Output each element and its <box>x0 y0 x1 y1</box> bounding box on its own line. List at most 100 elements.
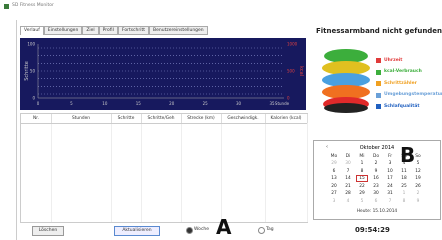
day-cell[interactable]: 7 <box>385 199 395 204</box>
calendar-month: Oktober 2014 <box>314 145 440 151</box>
legend-label: Schrittzähler <box>384 81 417 86</box>
day-cell[interactable]: 3 <box>385 161 395 166</box>
band-black <box>324 103 368 113</box>
radio-button[interactable] <box>258 227 265 234</box>
marker-b: B <box>400 143 415 167</box>
radio-label: Woche <box>194 227 209 232</box>
y-tick-label: 50 <box>30 69 36 74</box>
day-cell[interactable]: 1 <box>399 191 409 196</box>
day-cell[interactable]: 17 <box>385 176 395 181</box>
y-tick-label: 100 <box>27 42 35 47</box>
clock: 09:54:29 <box>355 226 390 234</box>
weekday: Di <box>343 154 353 159</box>
tab[interactable]: Fortschritt <box>118 26 149 35</box>
window-title: SD Fitness Monitor <box>12 3 54 8</box>
x-tick-label: 25 <box>203 101 209 106</box>
day-cell[interactable]: 9 <box>413 199 423 204</box>
band-orange <box>322 85 370 99</box>
bracelet-image <box>318 44 374 114</box>
legend-swatch <box>376 81 381 86</box>
band-blue <box>322 73 370 87</box>
day-cell[interactable]: 1 <box>357 161 367 166</box>
day-cell[interactable]: 30 <box>371 191 381 196</box>
day-cell[interactable]: 22 <box>357 184 367 189</box>
x-tick-label: 20 <box>169 101 175 106</box>
day-cell[interactable]: 31 <box>385 191 395 196</box>
day-cell[interactable]: 27 <box>329 191 339 196</box>
column-header: Schritte/Geh <box>141 114 182 124</box>
day-cell[interactable]: 8 <box>357 169 367 174</box>
day-cell[interactable]: 28 <box>343 191 353 196</box>
day-cell[interactable]: 4 <box>343 199 353 204</box>
refresh-button[interactable]: Aktualisieren <box>114 226 160 236</box>
data-table: Nr.StundenSchritteSchritte/GehStrecke (k… <box>20 113 308 223</box>
x-tick-label: 30 <box>236 101 242 106</box>
day-cell[interactable]: 29 <box>357 191 367 196</box>
status-text: Fitnessarmband nicht gefunden <box>316 27 442 35</box>
legend-label: Uhrzeit <box>384 58 402 63</box>
day-cell[interactable]: 13 <box>329 176 339 181</box>
legend-swatch <box>376 70 381 75</box>
column-line <box>51 123 52 222</box>
day-cell[interactable]: 7 <box>343 169 353 174</box>
radio-button[interactable] <box>186 227 193 234</box>
marker-a: A <box>216 215 231 239</box>
day-cell[interactable]: 19 <box>413 176 423 181</box>
y2-axis-label: kcal <box>298 66 304 76</box>
legend-label: kcal-Verbrauch <box>384 69 422 74</box>
column-header: Stunden <box>51 114 112 124</box>
x-tick-label: 15 <box>136 101 142 106</box>
day-cell[interactable]: 5 <box>357 199 367 204</box>
day-cell[interactable]: 6 <box>371 199 381 204</box>
column-line <box>265 123 266 222</box>
x-axis-label: Stunde <box>275 101 290 106</box>
y2-tick-label: 1000 <box>287 42 298 47</box>
calendar: ‹Oktober 2014MoDiMiDoFrSaSo2930123456789… <box>313 140 441 220</box>
day-cell[interactable]: 21 <box>343 184 353 189</box>
day-cell[interactable]: 24 <box>385 184 395 189</box>
tab[interactable]: Ziel <box>82 26 98 35</box>
day-cell[interactable]: 9 <box>371 169 381 174</box>
column-header: Nr. <box>21 114 52 124</box>
band-yellow <box>322 61 370 75</box>
day-cell[interactable]: 10 <box>385 169 395 174</box>
day-cell[interactable]: 20 <box>329 184 339 189</box>
tab[interactable]: Einstellungen <box>44 26 83 35</box>
legend-swatch <box>376 104 381 109</box>
day-cell[interactable]: 25 <box>399 184 409 189</box>
tab[interactable]: Profil <box>99 26 118 35</box>
day-cell[interactable]: 2 <box>371 161 381 166</box>
day-cell[interactable]: 11 <box>399 169 409 174</box>
day-cell[interactable]: 12 <box>413 169 423 174</box>
day-cell[interactable]: 3 <box>329 199 339 204</box>
x-tick-label: 0 <box>37 101 40 106</box>
day-cell[interactable]: 15 <box>357 176 367 181</box>
today-link[interactable]: Heute: 15.10.2014 <box>314 209 440 214</box>
x-tick-label: 10 <box>102 101 108 106</box>
day-cell[interactable]: 6 <box>329 169 339 174</box>
day-cell[interactable]: 8 <box>399 199 409 204</box>
day-cell[interactable]: 16 <box>371 176 381 181</box>
column-line <box>181 123 182 222</box>
day-cell[interactable]: 29 <box>329 161 339 166</box>
tab[interactable]: Benutzereinstellungen <box>149 26 208 35</box>
column-header: Schritte <box>111 114 142 124</box>
band-green <box>324 49 368 63</box>
day-cell[interactable]: 26 <box>413 184 423 189</box>
day-cell[interactable]: 23 <box>371 184 381 189</box>
day-cell[interactable]: 18 <box>399 176 409 181</box>
day-cell[interactable]: 14 <box>343 176 353 181</box>
y-axis-label: Schritte <box>24 61 30 81</box>
legend-label: Schlafqualität <box>384 104 420 109</box>
title-bar <box>0 0 442 12</box>
day-cell[interactable]: 30 <box>343 161 353 166</box>
app-icon <box>4 4 9 9</box>
radio-label: Tag <box>266 227 274 232</box>
y2-tick-label: 500 <box>287 69 295 74</box>
app-window: SD Fitness Monitor VerlaufEinstellungenZ… <box>0 0 442 240</box>
delete-button[interactable]: Löschen <box>32 226 64 236</box>
column-line <box>141 123 142 222</box>
tab[interactable]: Verlauf <box>20 26 44 35</box>
day-cell[interactable]: 2 <box>413 191 423 196</box>
